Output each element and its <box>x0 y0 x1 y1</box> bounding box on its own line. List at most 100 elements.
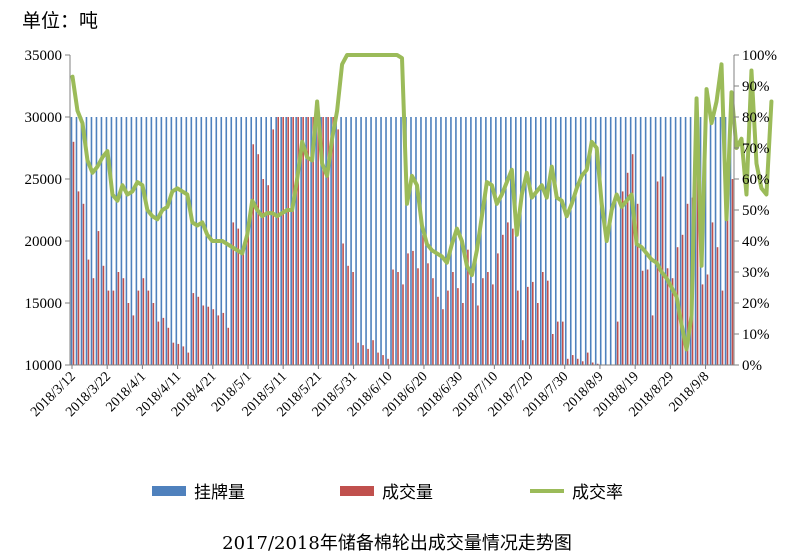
listed-bar <box>90 117 93 365</box>
listed-bar <box>140 117 143 365</box>
legend-item-traded: 成交量 <box>340 478 433 503</box>
listed-bar <box>470 117 472 365</box>
traded-bar <box>517 290 519 365</box>
listed-bar <box>619 117 622 365</box>
listed-bar <box>440 117 442 365</box>
x-ticks: 2018/3/122018/3/222018/4/12018/4/112018/… <box>28 365 712 420</box>
listed-bar <box>365 117 367 365</box>
listed-bar <box>400 117 402 365</box>
listed-bar <box>584 117 587 365</box>
traded-volume-bars <box>72 117 734 365</box>
listed-bar <box>579 117 582 365</box>
traded-bar <box>532 281 534 365</box>
listed-bar <box>724 117 727 365</box>
traded-bar <box>152 303 155 365</box>
y-tick-label-right: 0% <box>742 358 762 374</box>
traded-bar <box>242 253 245 365</box>
traded-bar <box>267 185 269 365</box>
listed-bar <box>265 117 268 365</box>
listed-bar <box>644 117 647 365</box>
legend-item-rate: 成交率 <box>530 478 623 503</box>
listed-bar <box>679 117 682 365</box>
listed-bar <box>385 117 387 365</box>
y-tick-label-right: 70% <box>742 141 770 157</box>
listed-bar <box>649 117 652 365</box>
traded-bar <box>127 303 130 365</box>
traded-bar <box>452 272 454 365</box>
listed-bar <box>190 117 193 365</box>
listed-bar <box>420 117 422 365</box>
listed-bar <box>709 117 712 365</box>
traded-bar <box>427 263 429 365</box>
traded-bar <box>696 172 699 365</box>
listed-bar <box>145 117 148 365</box>
traded-bar <box>232 222 235 365</box>
traded-bar <box>457 288 459 365</box>
listed-bar <box>395 117 397 365</box>
listed-bar <box>415 117 417 365</box>
listed-bar <box>390 117 392 365</box>
listed-bar <box>115 117 118 365</box>
listed-bar <box>455 117 457 365</box>
listed-bar <box>475 117 477 365</box>
listed-bar <box>230 117 233 365</box>
traded-bar <box>392 269 394 365</box>
listed-bar <box>639 117 642 365</box>
traded-bar <box>701 284 704 365</box>
listed-bar <box>235 117 238 365</box>
traded-bar <box>307 117 309 365</box>
listed-bar <box>495 117 497 365</box>
listed-bar <box>340 117 342 365</box>
traded-bar <box>312 117 314 365</box>
traded-bar <box>327 117 329 365</box>
traded-bar <box>537 303 539 365</box>
traded-bar <box>711 222 714 365</box>
y-tick-label-right: 50% <box>742 203 770 219</box>
listed-bar <box>629 117 632 365</box>
listed-bar <box>225 117 228 365</box>
traded-bar <box>262 179 265 365</box>
traded-bar <box>322 117 324 365</box>
listed-bar <box>150 117 153 365</box>
listed-bar <box>574 117 577 365</box>
traded-bar <box>202 305 205 365</box>
traded-bar <box>122 278 125 365</box>
traded-bar <box>277 117 279 365</box>
traded-bar <box>641 270 644 365</box>
legend-swatch-listed <box>152 485 186 496</box>
traded-bar <box>686 203 689 365</box>
traded-bar <box>447 290 449 365</box>
traded-bar <box>646 269 649 365</box>
listed-bar <box>729 117 732 365</box>
traded-bar <box>142 278 145 365</box>
listed-bar <box>120 117 123 365</box>
listed-bar <box>704 117 707 365</box>
traded-bar <box>367 348 369 365</box>
traded-bar <box>636 203 639 365</box>
traded-bar <box>437 296 439 365</box>
listed-bar <box>554 117 557 365</box>
y-tick-label-right: 80% <box>742 110 770 126</box>
traded-bar <box>487 272 489 365</box>
listed-bar <box>559 117 562 365</box>
traded-bar <box>107 290 110 365</box>
listed-bar <box>684 117 687 365</box>
traded-bar <box>522 340 524 365</box>
traded-bar <box>432 278 434 365</box>
traded-bar <box>666 268 669 365</box>
traded-bar <box>551 334 554 365</box>
traded-bar <box>726 203 729 365</box>
traded-bar <box>137 290 140 365</box>
traded-bar <box>317 117 319 365</box>
listed-bar <box>80 117 83 365</box>
traded-bar <box>227 327 230 365</box>
y-tick-label-right: 10% <box>742 327 770 343</box>
listed-bar <box>355 117 357 365</box>
turnover-rate-line <box>70 53 774 352</box>
listed-bar <box>465 117 467 365</box>
listed-bar <box>480 117 482 365</box>
traded-bar <box>402 284 404 365</box>
traded-bar <box>472 283 474 365</box>
traded-bar <box>217 315 220 365</box>
listed-bar <box>240 117 243 365</box>
